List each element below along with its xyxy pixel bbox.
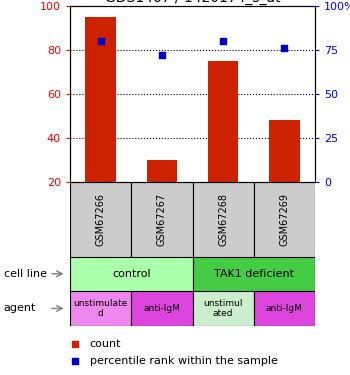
Bar [70, 182, 131, 257]
Bar [193, 257, 315, 291]
Text: GSM67267: GSM67267 [157, 193, 167, 246]
Bar [254, 291, 315, 326]
Text: count: count [90, 339, 121, 350]
Point [220, 38, 226, 44]
Text: unstimul
ated: unstimul ated [203, 299, 243, 318]
Point [282, 45, 287, 51]
Text: GSM67269: GSM67269 [279, 193, 289, 246]
Point [159, 52, 165, 58]
Text: percentile rank within the sample: percentile rank within the sample [90, 356, 278, 366]
Bar [254, 182, 315, 257]
Bar [193, 291, 254, 326]
Text: GSM67268: GSM67268 [218, 193, 228, 246]
Bar [70, 257, 192, 291]
Bar [85, 16, 116, 182]
Text: anti-IgM: anti-IgM [266, 304, 303, 313]
Bar [193, 182, 254, 257]
Bar [131, 291, 192, 326]
Bar [70, 291, 131, 326]
Bar [269, 120, 300, 182]
Text: agent: agent [4, 303, 36, 313]
Text: unstimulate
d: unstimulate d [74, 299, 128, 318]
Title: GDS1467 / 1420174_s_at: GDS1467 / 1420174_s_at [105, 0, 280, 4]
Point [72, 358, 78, 364]
Bar [131, 182, 192, 257]
Text: anti-IgM: anti-IgM [144, 304, 180, 313]
Text: control: control [112, 269, 150, 279]
Bar [208, 61, 238, 182]
Text: GSM67266: GSM67266 [96, 193, 106, 246]
Text: TAK1 deficient: TAK1 deficient [214, 269, 294, 279]
Point [72, 341, 78, 347]
Text: cell line: cell line [4, 269, 47, 279]
Bar [147, 160, 177, 182]
Point [98, 38, 104, 44]
